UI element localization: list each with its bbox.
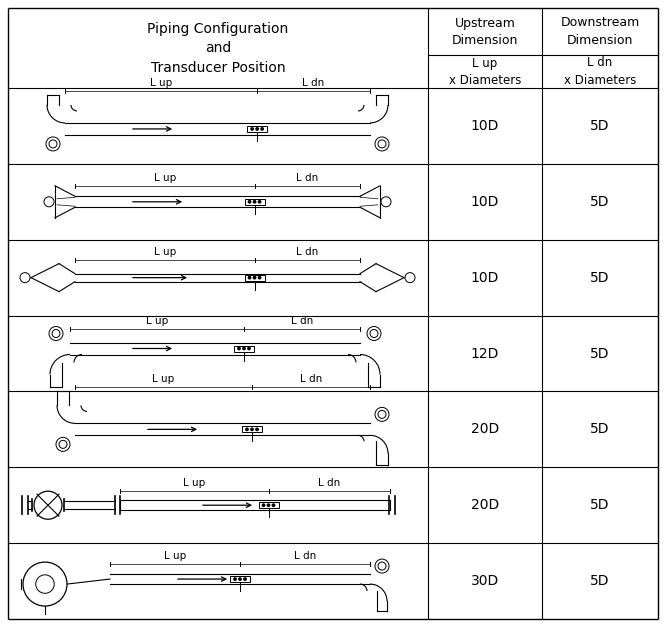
Circle shape (378, 410, 386, 418)
Text: L up: L up (153, 374, 174, 384)
Circle shape (381, 197, 391, 207)
Circle shape (20, 273, 30, 283)
Circle shape (375, 137, 389, 151)
Bar (242, 426, 262, 433)
Circle shape (59, 440, 67, 448)
Circle shape (44, 197, 54, 207)
Circle shape (272, 504, 274, 507)
Circle shape (23, 562, 67, 606)
Bar (247, 126, 267, 132)
Circle shape (256, 128, 258, 130)
Circle shape (258, 201, 261, 203)
Circle shape (36, 575, 54, 593)
Text: L dn: L dn (318, 478, 340, 488)
Circle shape (267, 504, 270, 507)
Circle shape (238, 347, 240, 350)
Circle shape (52, 330, 60, 337)
Bar (244, 199, 264, 205)
Text: 10D: 10D (471, 195, 500, 209)
Circle shape (261, 128, 263, 130)
Text: L up: L up (154, 173, 176, 183)
Circle shape (251, 428, 253, 431)
Text: 5D: 5D (590, 347, 610, 361)
Circle shape (262, 504, 264, 507)
Text: 5D: 5D (590, 498, 610, 512)
Text: L dn: L dn (294, 551, 316, 561)
Text: L dn: L dn (296, 246, 318, 256)
Text: 10D: 10D (471, 271, 500, 285)
Circle shape (251, 128, 253, 130)
Text: 12D: 12D (471, 347, 500, 361)
Text: 5D: 5D (590, 574, 610, 588)
Text: L dn: L dn (291, 315, 313, 325)
Text: L up
x Diameters: L up x Diameters (449, 56, 521, 87)
Circle shape (49, 327, 63, 340)
Text: 5D: 5D (590, 271, 610, 285)
Text: 10D: 10D (471, 119, 500, 133)
Text: L dn
x Diameters: L dn x Diameters (564, 56, 636, 87)
Text: Piping Configuration
and
Transducer Position: Piping Configuration and Transducer Posi… (147, 21, 288, 75)
Text: L up: L up (164, 551, 186, 561)
Circle shape (370, 330, 378, 337)
Circle shape (246, 428, 248, 431)
Text: Upstream
Dimension: Upstream Dimension (452, 16, 518, 46)
Text: L up: L up (183, 478, 205, 488)
Circle shape (378, 562, 386, 570)
Bar (244, 275, 264, 281)
Circle shape (243, 347, 245, 350)
Circle shape (49, 140, 57, 148)
Circle shape (46, 137, 60, 151)
Circle shape (375, 408, 389, 421)
Text: L up: L up (146, 315, 168, 325)
Circle shape (378, 140, 386, 148)
Circle shape (253, 201, 256, 203)
Circle shape (248, 277, 251, 279)
Text: Downstream
Dimension: Downstream Dimension (560, 16, 639, 46)
Circle shape (239, 578, 241, 580)
Text: 20D: 20D (471, 498, 499, 512)
Text: L dn: L dn (300, 374, 322, 384)
Circle shape (256, 428, 258, 431)
Circle shape (248, 347, 250, 350)
Text: 30D: 30D (471, 574, 499, 588)
Text: L dn: L dn (302, 78, 325, 88)
Text: 5D: 5D (590, 119, 610, 133)
Text: 5D: 5D (590, 195, 610, 209)
Circle shape (234, 578, 236, 580)
Circle shape (248, 201, 251, 203)
Circle shape (244, 578, 246, 580)
Bar (258, 502, 278, 508)
Circle shape (34, 491, 62, 519)
Circle shape (375, 559, 389, 573)
Text: L up: L up (154, 246, 176, 256)
Circle shape (258, 277, 261, 279)
Circle shape (56, 438, 70, 451)
Text: 5D: 5D (590, 423, 610, 436)
Circle shape (405, 273, 415, 283)
Circle shape (253, 277, 256, 279)
Bar (230, 576, 250, 582)
Text: L up: L up (150, 78, 172, 88)
Circle shape (367, 327, 381, 340)
Text: L dn: L dn (296, 173, 318, 183)
Bar (234, 345, 254, 352)
Text: 20D: 20D (471, 423, 499, 436)
